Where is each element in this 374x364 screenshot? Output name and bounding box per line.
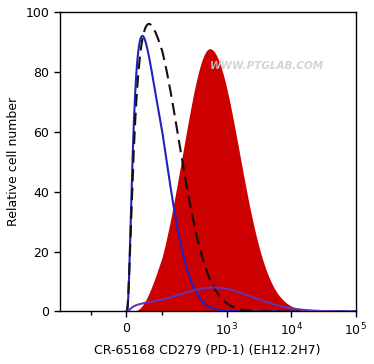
Y-axis label: Relative cell number: Relative cell number (7, 97, 20, 226)
Text: WWW.PTGLAB.COM: WWW.PTGLAB.COM (210, 61, 324, 71)
X-axis label: CR-65168 CD279 (PD-1) (EH12.2H7): CR-65168 CD279 (PD-1) (EH12.2H7) (95, 344, 321, 357)
